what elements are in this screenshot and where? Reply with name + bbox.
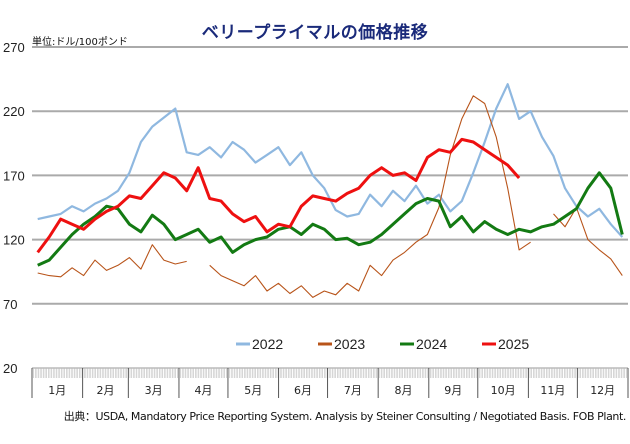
x-axis: 1月 2月 3月 4月 5月 6月 7月 8月 9月 10月 11月 12月: [31, 367, 629, 398]
x-tick-label: 8月: [394, 384, 412, 397]
x-tick-label: 11月: [540, 384, 565, 397]
x-tick-label: 2月: [96, 384, 114, 397]
x-tick-label: 3月: [145, 384, 163, 397]
gridlines: [32, 46, 628, 305]
series-line-2022: [37, 83, 624, 238]
legend-label-2022: 2022: [252, 336, 283, 352]
source-note: 出典：USDA, Mandatory Price Reporting Syste…: [63, 410, 627, 423]
unit-label: 単位:ドル/100ポンド: [32, 37, 128, 48]
legend-label-2025: 2025: [498, 336, 529, 352]
y-tick-label: 120: [3, 233, 25, 248]
series-line-2023: [37, 95, 623, 298]
y-tick-label: 270: [3, 40, 25, 55]
x-tick-label: 4月: [194, 384, 212, 397]
x-tick-label: 12月: [590, 384, 615, 397]
x-tick-label: 7月: [344, 384, 362, 397]
x-tick-label: 6月: [294, 384, 312, 397]
x-tick-label: 1月: [48, 384, 66, 397]
y-tick-label: 170: [3, 168, 25, 183]
series-line-2025: [36, 137, 521, 254]
legend: 2022 2023 2024 2025: [236, 336, 529, 352]
legend-label-2024: 2024: [416, 336, 447, 352]
legend-label-2023: 2023: [334, 336, 365, 352]
y-tick-label: 20: [3, 361, 17, 376]
y-tick-label: 220: [3, 104, 25, 119]
series-line-2024: [37, 171, 624, 267]
x-tick-label: 10月: [491, 384, 516, 397]
y-axis-ticks: 20 70 120 170 220 270: [3, 40, 25, 376]
y-tick-label: 70: [3, 297, 17, 312]
x-tick-label: 9月: [444, 384, 462, 397]
chart-title: ベリープライマルの価格推移: [201, 23, 429, 43]
series-lines: [36, 83, 624, 298]
x-tick-label: 5月: [244, 384, 262, 397]
